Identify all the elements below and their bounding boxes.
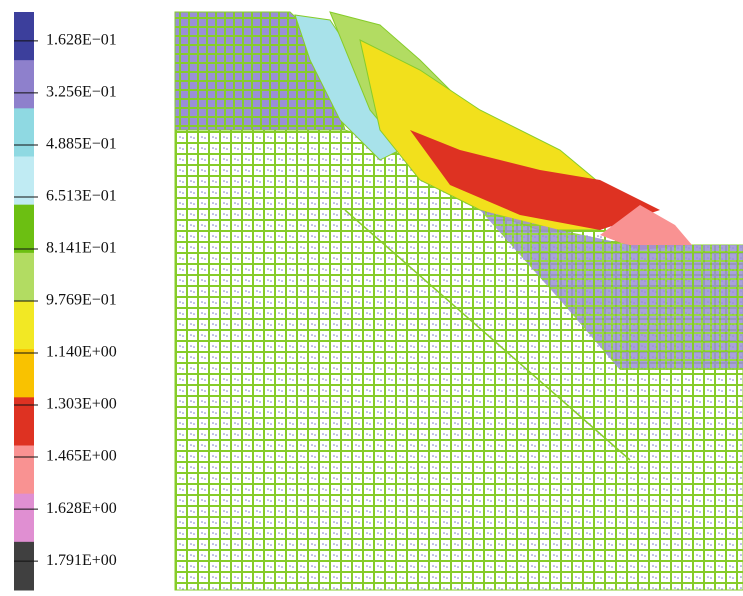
colorbar-label: 6.513E−01: [46, 188, 117, 205]
colorbar-label: 3.256E−01: [46, 84, 117, 101]
colorbar-label: 1.791E+00: [46, 552, 117, 569]
color-band: [14, 157, 34, 206]
color-band: [14, 12, 34, 61]
color-band: [14, 542, 34, 591]
color-band: [14, 349, 34, 398]
color-band: [14, 108, 34, 157]
colorbar-label: 1.303E+00: [46, 396, 117, 413]
figure: 1.628E−01 3.256E−01 4.885E−01 6.513E−01 8.14…: [0, 0, 743, 591]
colorbar-label: 1.628E+00: [46, 500, 117, 517]
colorbar-label: 1.465E+00: [46, 448, 117, 465]
color-band: [14, 301, 34, 350]
colorbar-label: 1.140E+00: [46, 344, 117, 361]
colorbar-label: 9.769E−01: [46, 292, 117, 309]
color-band: [14, 60, 34, 109]
colorbar: 1.628E−01 3.256E−01 4.885E−01 6.513E−01 8.14…: [14, 12, 117, 591]
mesh-plot: [175, 12, 743, 590]
color-band: [14, 494, 34, 543]
colorbar-label: 4.885E−01: [46, 136, 117, 153]
colorbar-label: 8.141E−01: [46, 240, 117, 257]
color-band: [14, 446, 34, 495]
colorbar-label: 1.628E−01: [46, 32, 117, 49]
color-band: [14, 205, 34, 254]
color-band: [14, 253, 34, 302]
